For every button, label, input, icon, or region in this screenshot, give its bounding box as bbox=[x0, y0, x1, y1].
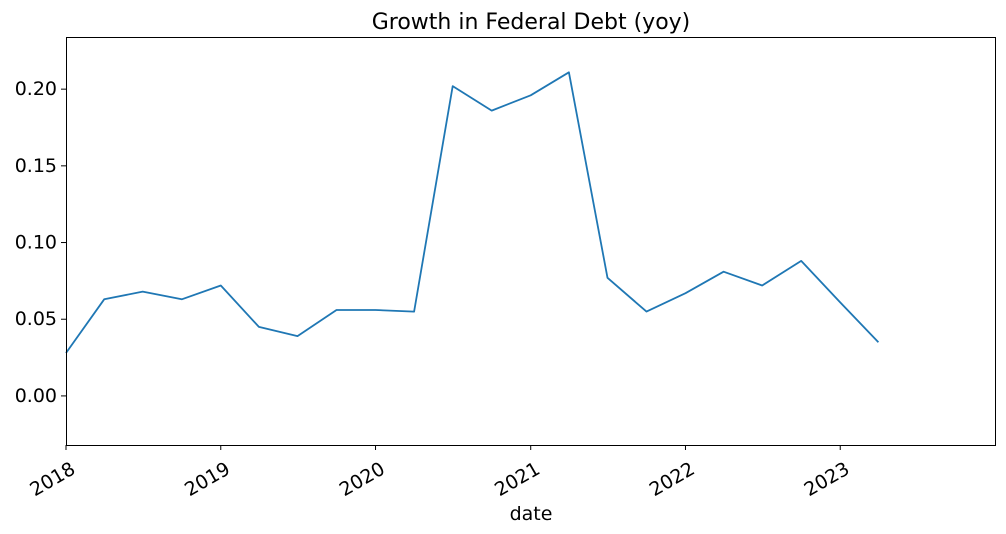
axes-frame bbox=[66, 37, 996, 446]
y-tick-label: 0.00 bbox=[15, 385, 57, 407]
y-tick-label: 0.10 bbox=[15, 232, 57, 254]
x-tick-label: 2019 bbox=[181, 458, 234, 501]
x-tick-label: 2023 bbox=[801, 458, 854, 501]
x-axis-label: date bbox=[510, 503, 553, 525]
series-line bbox=[65, 71, 880, 354]
y-tick-label: 0.15 bbox=[15, 155, 57, 177]
x-tick-label: 2022 bbox=[646, 458, 699, 501]
x-tick-label: 2020 bbox=[336, 458, 389, 501]
x-tick-label: 2021 bbox=[491, 458, 544, 501]
x-tick-label: 2018 bbox=[26, 458, 79, 501]
y-axis: 0.00 0.05 0.10 0.15 0.20 bbox=[15, 78, 66, 407]
x-axis: 2018 2019 2020 2021 2022 2023 bbox=[26, 445, 853, 501]
chart-title: Growth in Federal Debt (yoy) bbox=[372, 10, 691, 35]
plot-area bbox=[65, 71, 880, 354]
y-tick-label: 0.05 bbox=[15, 308, 57, 330]
y-tick-label: 0.20 bbox=[15, 78, 57, 100]
